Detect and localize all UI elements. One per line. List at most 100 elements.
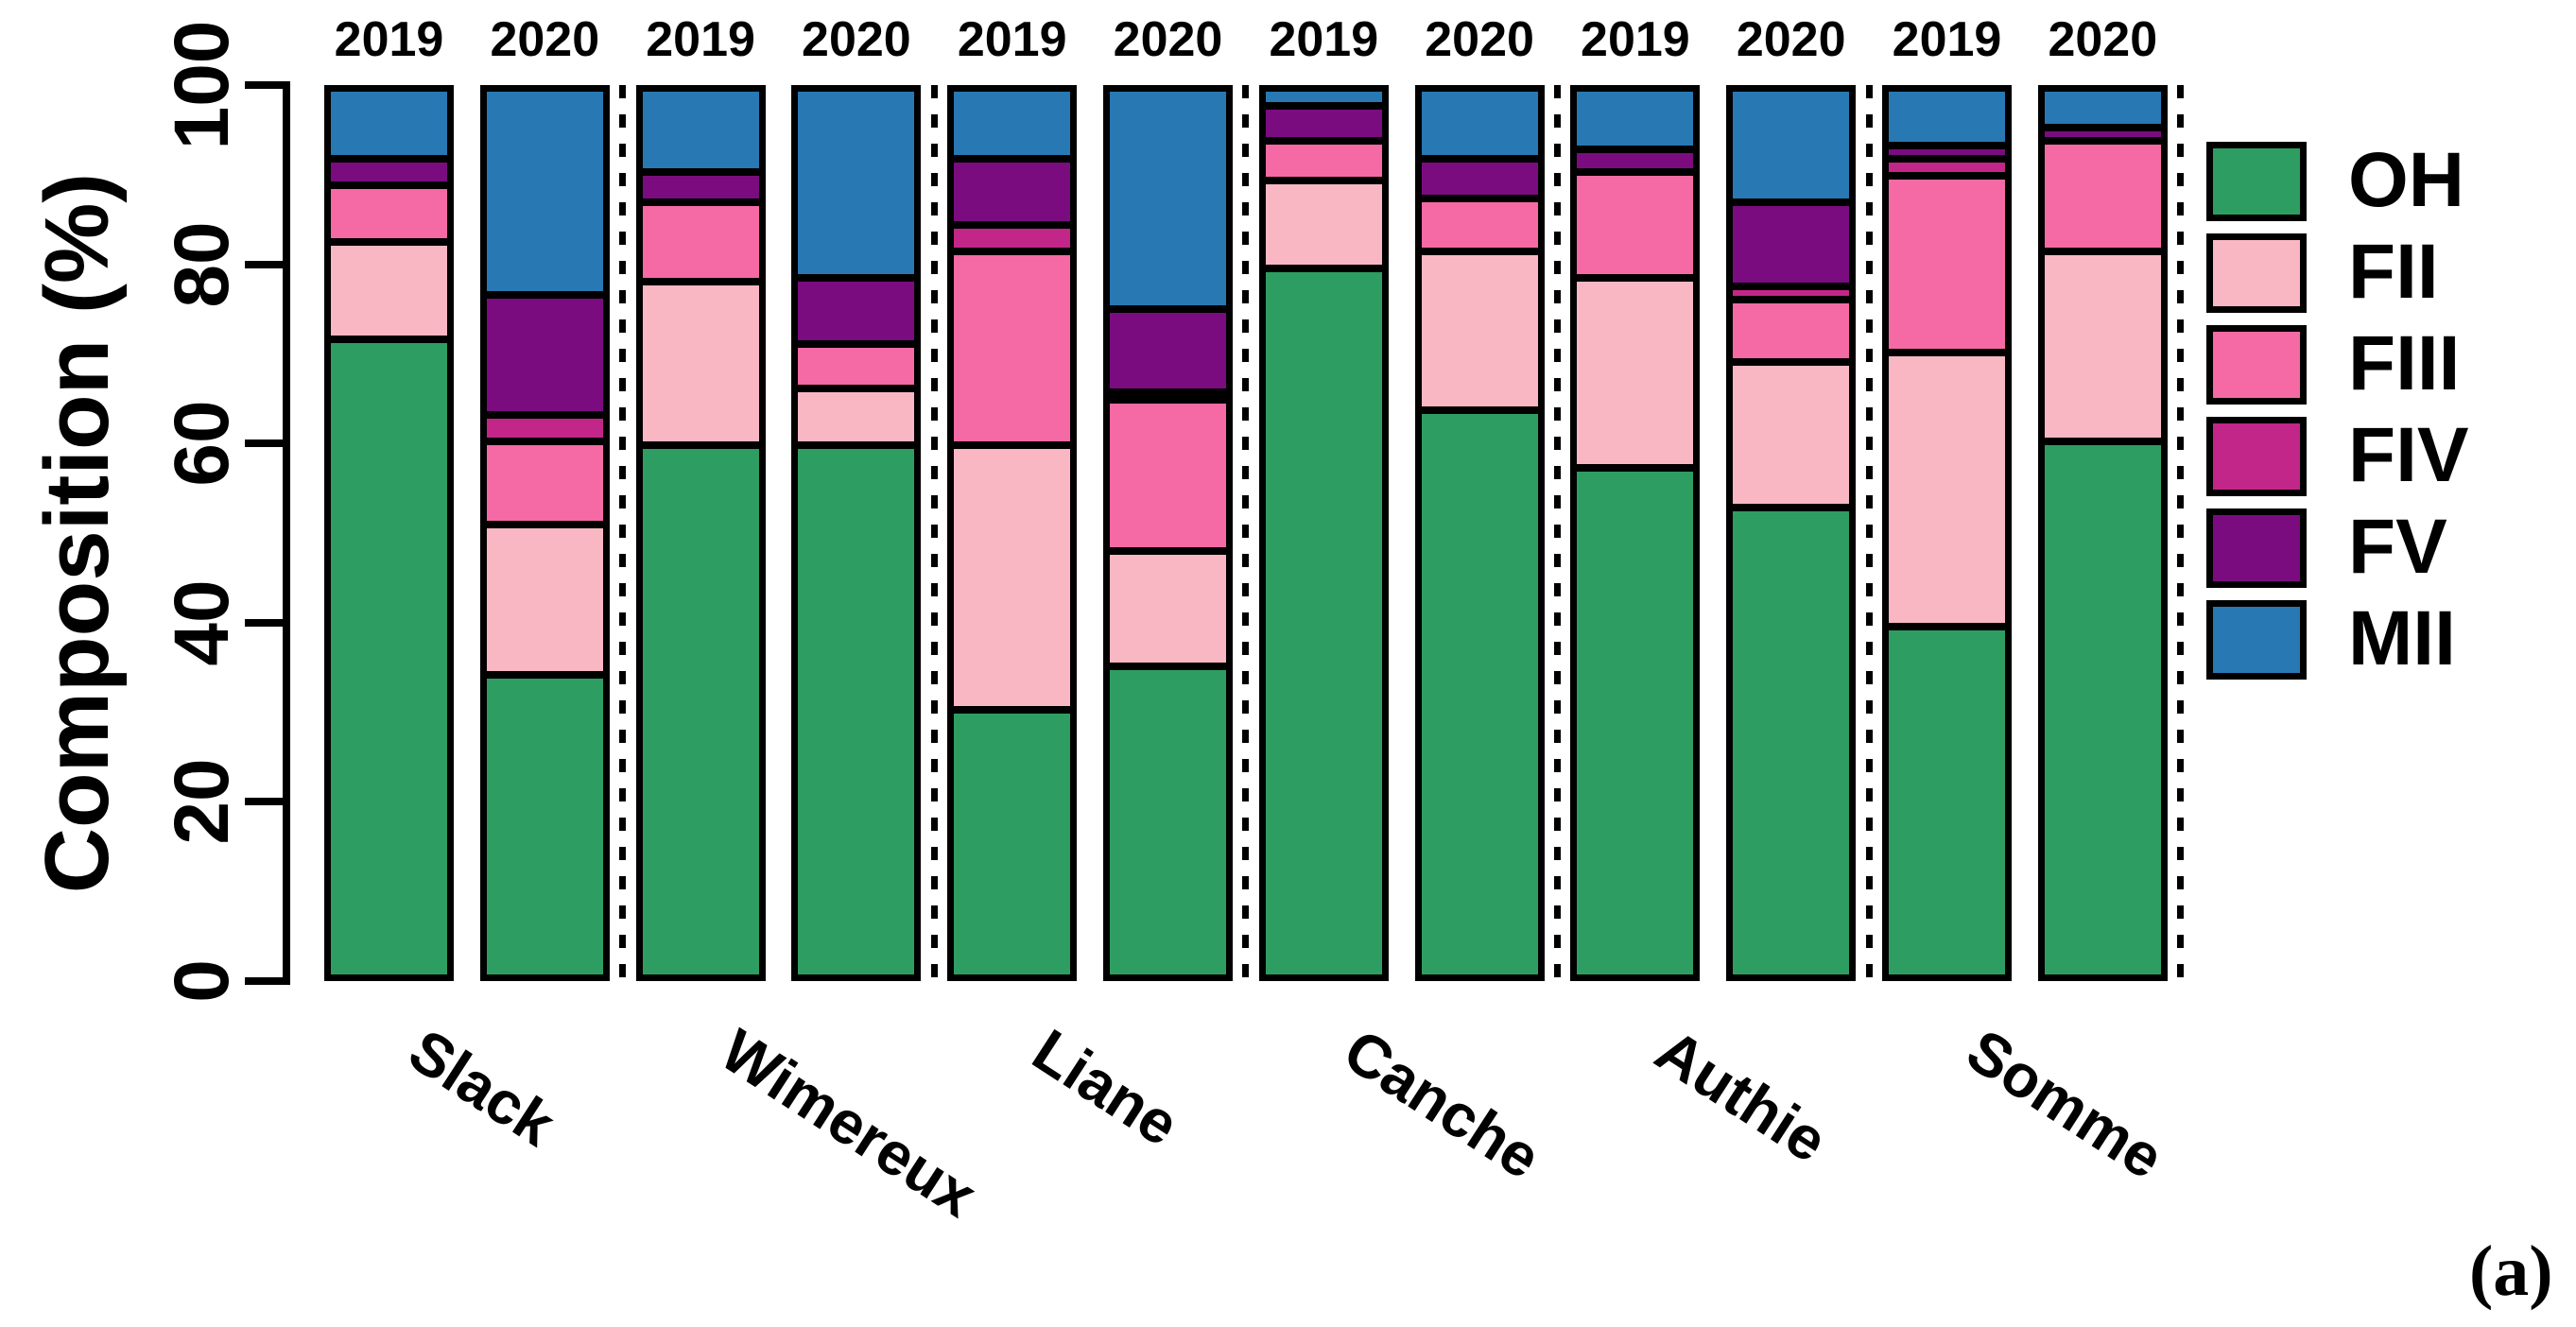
bar-segment-fii (1577, 281, 1694, 472)
bar-segment-fii (642, 285, 759, 450)
bar-segment-fv (798, 281, 915, 348)
group-separator (930, 85, 938, 981)
bar-slack-2020 (479, 85, 610, 981)
bar-segment-fii (331, 246, 447, 344)
x-group-label-somme: Somme (1955, 1015, 2176, 1193)
bar-segment-fiii (642, 206, 759, 286)
legend-swatch-mii (2206, 600, 2307, 680)
bar-segment-mii (331, 92, 447, 163)
y-tick-label: 80 (159, 220, 245, 308)
legend-swatch-fiv (2206, 417, 2307, 496)
year-label: 2020 (1113, 12, 1223, 67)
legend-label-fii: FII (2348, 229, 2439, 315)
bar-liane-2020 (1103, 85, 1233, 981)
bar-canche-2020 (1414, 85, 1545, 981)
y-tick (245, 81, 283, 89)
group-separator (1554, 85, 1561, 981)
bar-segment-fiii (1110, 400, 1226, 556)
group-separator (1865, 85, 1873, 981)
bar-segment-fiv (1733, 290, 1850, 304)
bar-segment-mii (954, 92, 1071, 163)
bar-segment-oh (642, 449, 759, 974)
legend-label-oh: OH (2348, 137, 2464, 223)
bar-segment-fii (1421, 254, 1538, 414)
year-label: 2020 (490, 12, 600, 67)
x-group-label-wimereux: Wimereux (709, 1015, 989, 1231)
bar-segment-fiii (798, 347, 915, 392)
y-tick-label: 20 (159, 758, 245, 845)
bar-segment-fiii (1265, 145, 1382, 185)
bar-segment-fiv (1889, 162, 2005, 181)
bar-segment-mii (642, 92, 759, 176)
bar-segment-fiii (331, 188, 447, 247)
bar-slack-2019 (324, 85, 454, 981)
bar-segment-oh (2044, 444, 2161, 974)
year-label: 2020 (802, 12, 911, 67)
bar-segment-fv (331, 162, 447, 189)
bar-segment-fv (2044, 131, 2161, 146)
bar-segment-mii (1110, 92, 1226, 313)
year-label: 2019 (1892, 12, 2002, 67)
bar-segment-mii (1889, 92, 2005, 149)
x-group-label-liane: Liane (1020, 1015, 1191, 1160)
year-label: 2019 (334, 12, 444, 67)
bar-segment-fii (954, 449, 1071, 715)
year-label: 2019 (646, 12, 755, 67)
bar-authie-2019 (1570, 85, 1701, 981)
year-label: 2020 (1425, 12, 1534, 67)
bar-segment-oh (486, 679, 603, 974)
legend-swatch-fiii (2206, 325, 2307, 405)
bar-segment-mii (798, 92, 915, 282)
group-separator (1242, 85, 1250, 981)
x-group-label-authie: Authie (1644, 1015, 1840, 1176)
bar-segment-oh (1889, 629, 2005, 974)
bar-segment-oh (331, 343, 447, 974)
legend-swatch-fv (2206, 508, 2307, 588)
legend-label-fiii: FIII (2348, 320, 2461, 406)
y-tick-label: 40 (159, 579, 245, 666)
bar-segment-oh (1733, 510, 1850, 974)
bar-segment-fii (798, 391, 915, 450)
y-tick (245, 977, 283, 985)
bar-segment-fv (1265, 109, 1382, 146)
bar-segment-fv (1733, 206, 1850, 291)
bar-segment-fv (1421, 162, 1538, 202)
x-group-label-slack: Slack (397, 1015, 568, 1160)
legend-label-fv: FV (2348, 504, 2447, 590)
legend-swatch-oh (2206, 142, 2307, 221)
y-tick (245, 260, 283, 268)
bar-segment-fiii (1889, 180, 2005, 357)
bar-segment-fv (1889, 148, 2005, 163)
bar-segment-fii (1889, 356, 2005, 630)
bar-segment-mii (2044, 92, 2161, 132)
year-label: 2020 (2048, 12, 2158, 67)
bar-segment-fii (2044, 254, 2161, 445)
year-label: 2019 (1581, 12, 1690, 67)
bar-segment-fiv (486, 418, 603, 445)
x-group-label-canche: Canche (1332, 1015, 1553, 1193)
bar-segment-fii (1733, 365, 1850, 511)
bar-segment-mii (1421, 92, 1538, 163)
bar-somme-2020 (2037, 85, 2168, 981)
bar-segment-fii (1265, 184, 1382, 273)
legend-label-fiv: FIV (2348, 412, 2469, 498)
legend-label-mii: MII (2348, 595, 2456, 681)
bar-segment-fiv (954, 228, 1071, 255)
bar-segment-oh (798, 449, 915, 974)
y-axis-line (283, 81, 290, 985)
bar-segment-fiii (2044, 145, 2161, 255)
year-label: 2019 (1269, 12, 1379, 67)
bar-liane-2019 (947, 85, 1078, 981)
bar-segment-oh (1421, 413, 1538, 974)
y-tick-label: 0 (159, 959, 245, 1003)
bar-wimereux-2019 (635, 85, 766, 981)
bar-segment-mii (1733, 92, 1850, 207)
bar-segment-fiii (954, 254, 1071, 450)
group-separator (619, 85, 627, 981)
group-separator (2177, 85, 2185, 981)
bar-segment-fii (486, 528, 603, 680)
bar-canche-2019 (1258, 85, 1389, 981)
y-tick-label: 100 (159, 20, 245, 150)
bar-segment-oh (954, 714, 1071, 974)
